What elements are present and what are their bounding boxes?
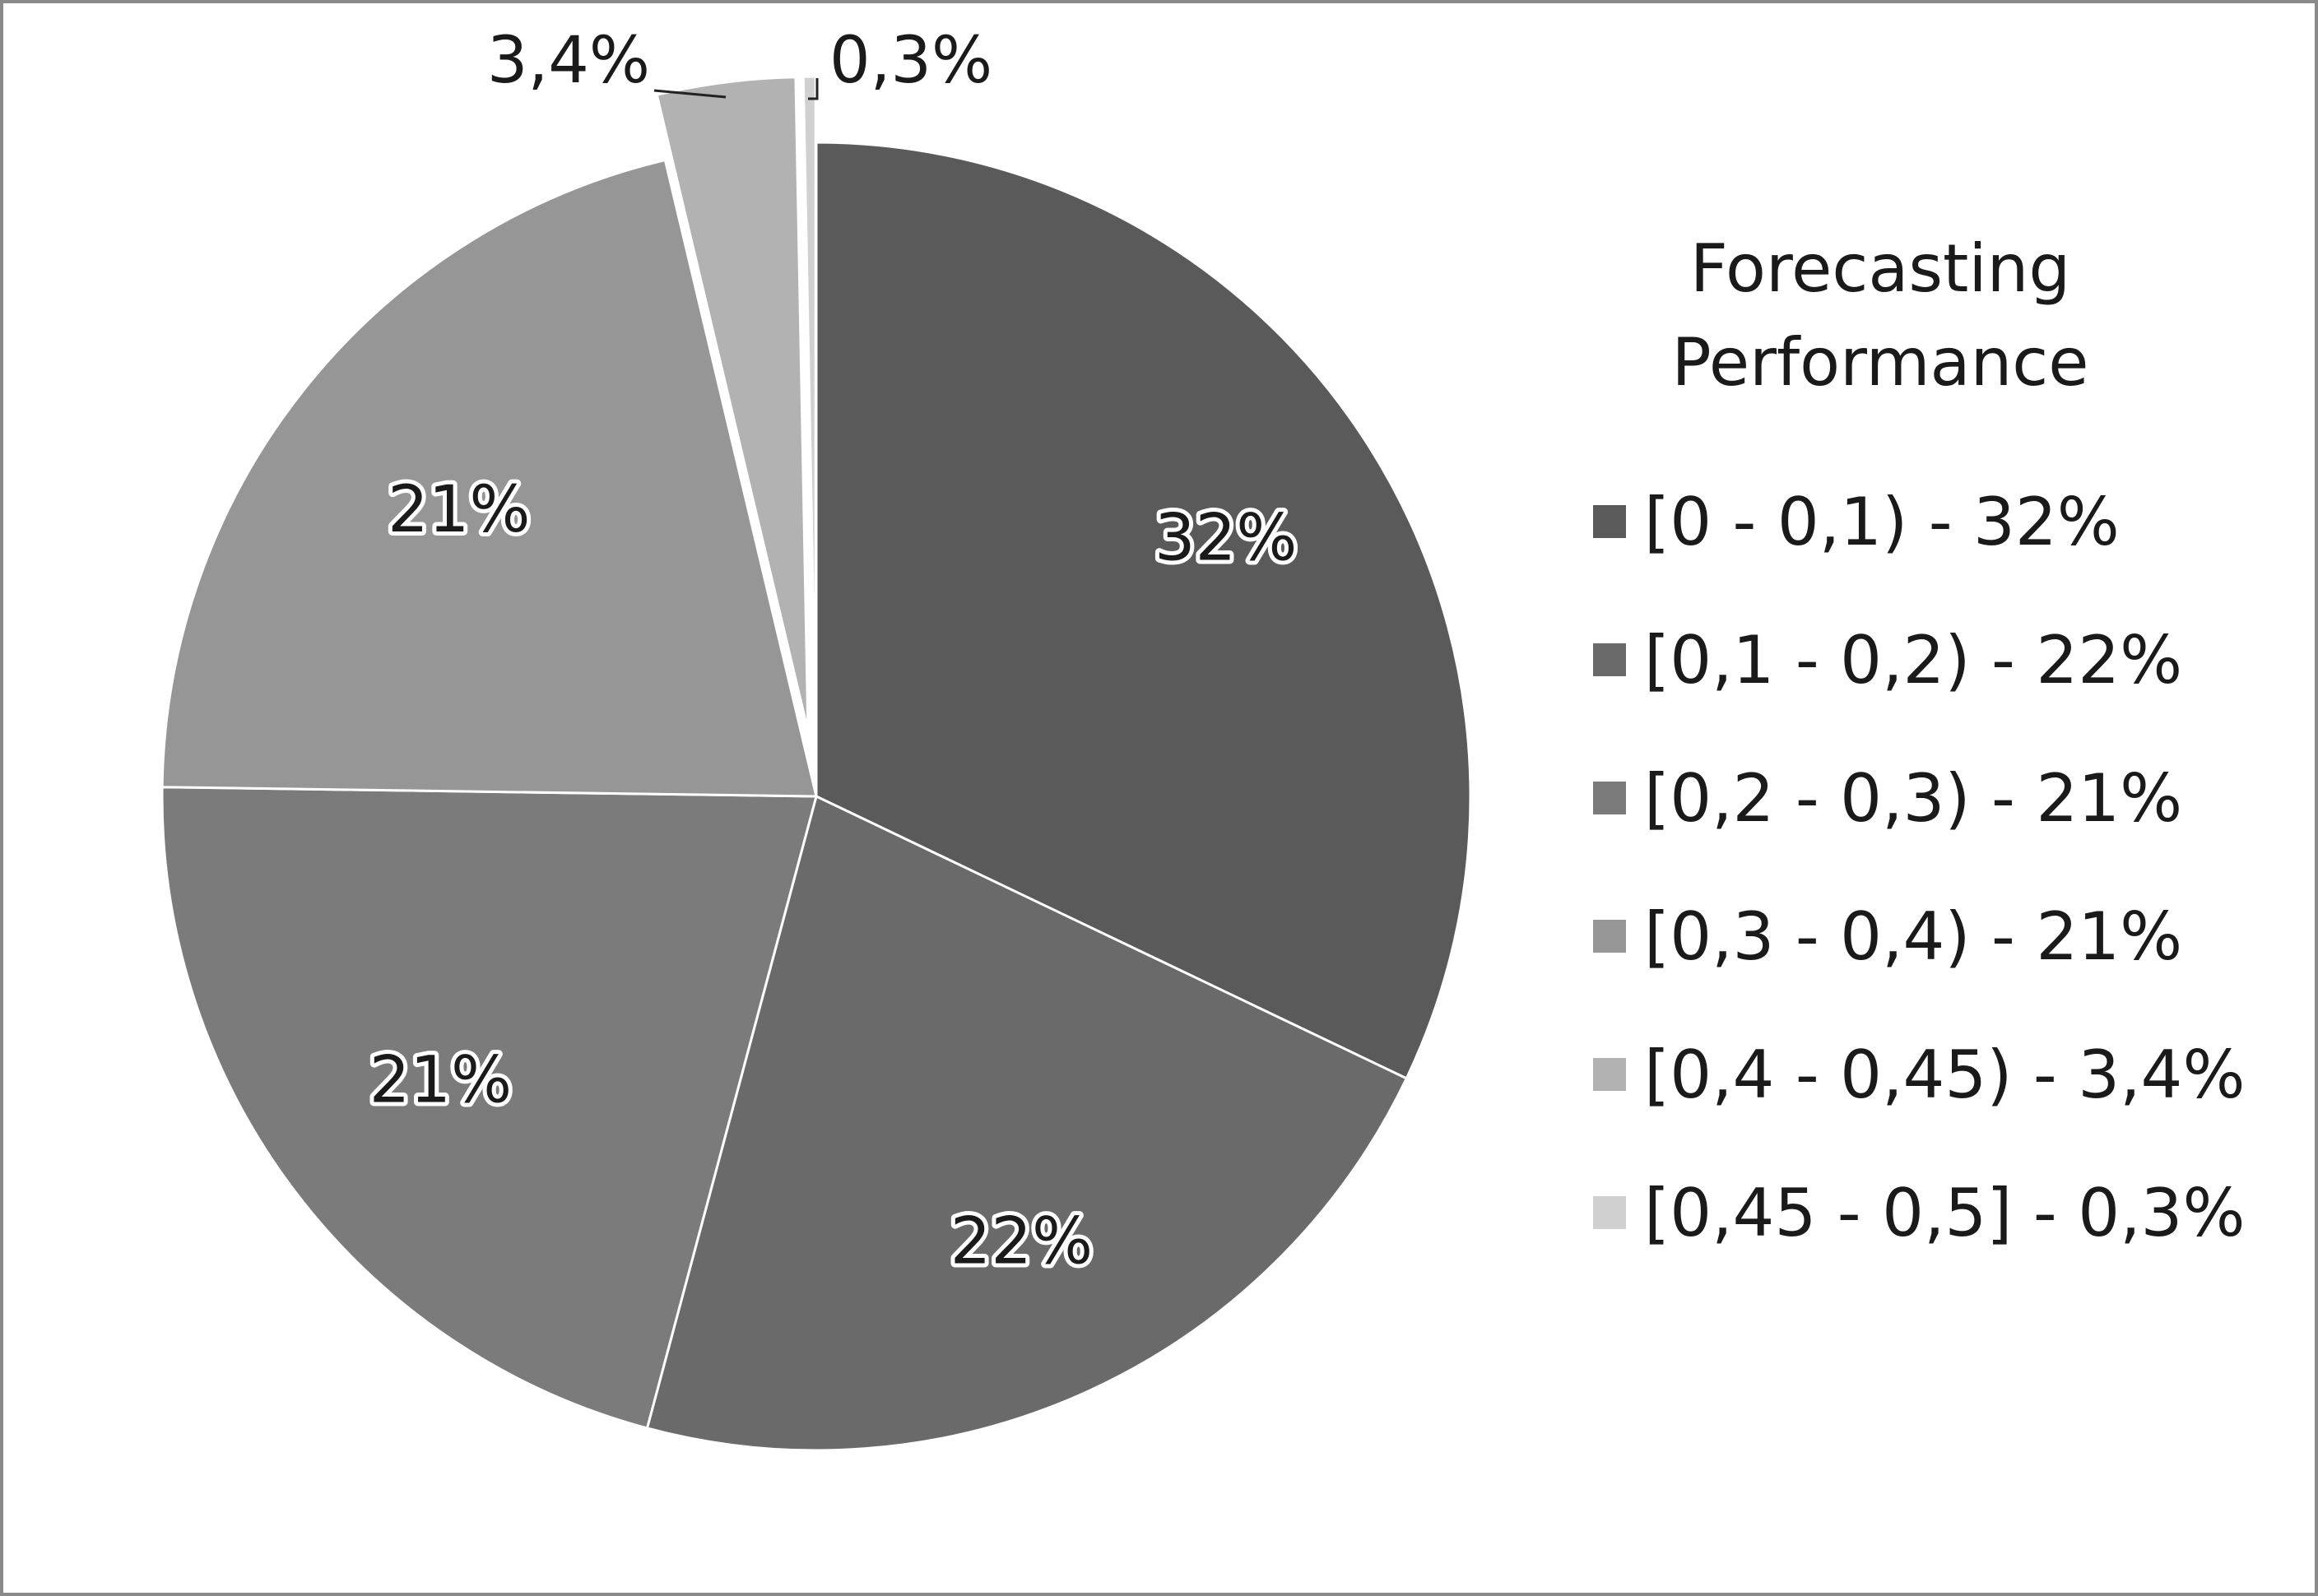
legend-label: [0,45 - 0,5] - 0,3% xyxy=(1644,1174,2246,1251)
legend-swatch xyxy=(1593,505,1626,538)
slice-label: 21% xyxy=(388,473,530,547)
slice-label: 22% xyxy=(950,1205,1093,1279)
pie-slice xyxy=(160,786,818,1430)
pie-slice xyxy=(655,76,810,733)
legend-swatch xyxy=(1593,1196,1626,1229)
legend-item: [0,3 - 0,4) - 21% xyxy=(1580,867,2238,1005)
legend-item: [0,4 - 0,45) - 3,4% xyxy=(1580,1005,2245,1144)
pie-slice xyxy=(160,159,818,798)
slice-label: 3,4% xyxy=(487,24,650,98)
legend-item: [0,45 - 0,5] - 0,3% xyxy=(1580,1144,2245,1282)
pie-slice xyxy=(645,795,1408,1452)
label-leader-line xyxy=(653,89,727,99)
legend-label: [0,2 - 0,3) - 21% xyxy=(1644,759,2183,837)
slice-label: 32% xyxy=(1154,501,1297,575)
slice-label: 0,3% xyxy=(829,24,992,98)
legend-title: Forecasting Performance xyxy=(1671,230,2089,401)
legend-swatch xyxy=(1593,1058,1626,1091)
pie-slice xyxy=(801,75,817,732)
legend-label: [0 - 0,1) - 32% xyxy=(1644,483,2120,560)
legend-swatch xyxy=(1593,643,1626,676)
legend-item: [0,2 - 0,3) - 21% xyxy=(1580,729,2238,867)
label-leader-line xyxy=(808,78,819,100)
pie-slice xyxy=(815,141,1472,1080)
legend-label: [0,3 - 0,4) - 21% xyxy=(1644,898,2183,975)
chart-legend: Forecasting Performance [0 - 0,1) - 32% [… xyxy=(1580,222,2245,1282)
legend-swatch xyxy=(1593,920,1626,953)
legend-label: [0,1 - 0,2) - 22% xyxy=(1644,621,2183,698)
legend-swatch xyxy=(1593,782,1626,814)
legend-item: [0,1 - 0,2) - 22% xyxy=(1580,591,2238,729)
legend-label: [0,4 - 0,45) - 3,4% xyxy=(1644,1036,2246,1113)
slice-label: 21% xyxy=(369,1043,512,1117)
legend-item: [0 - 0,1) - 32% xyxy=(1580,452,2238,591)
